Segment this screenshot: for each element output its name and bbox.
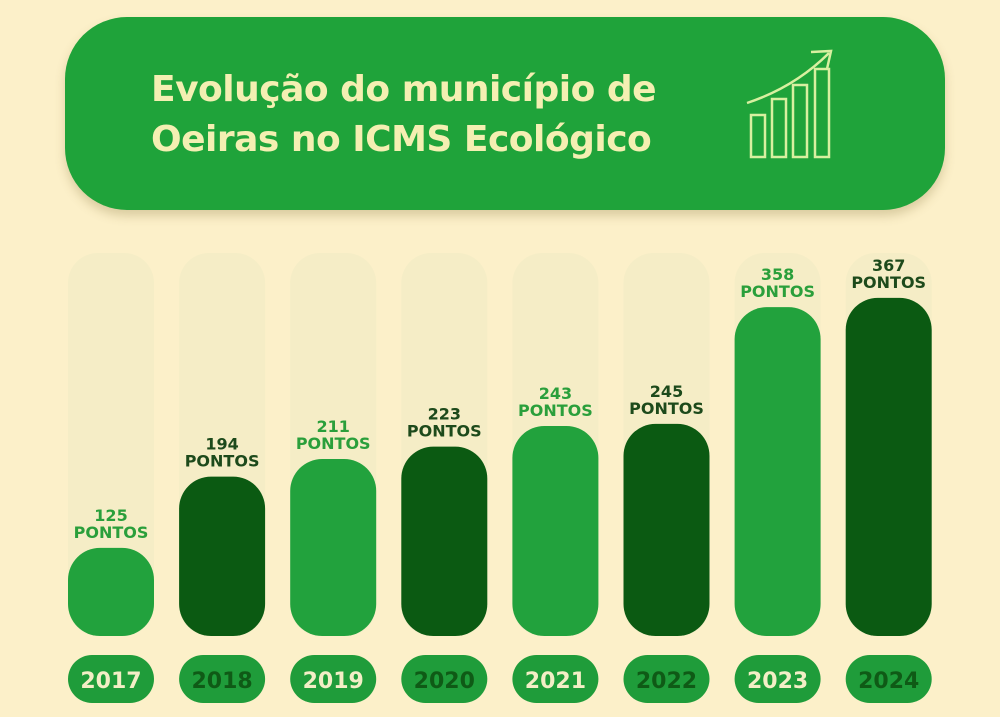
bar-track bbox=[68, 253, 154, 636]
unit-label: PONTOS bbox=[740, 282, 815, 301]
bar-2024 bbox=[845, 297, 932, 636]
title-line-2: Oeiras no ICMS Ecológico bbox=[151, 119, 652, 160]
value-label: 367 bbox=[872, 256, 905, 275]
value-label: 358 bbox=[761, 265, 794, 284]
bar-2023 bbox=[734, 307, 821, 636]
unit-label: PONTOS bbox=[296, 434, 371, 453]
growth-bar-chart-arrow-icon bbox=[746, 49, 833, 159]
bar-2018 bbox=[179, 476, 266, 636]
year-label: 2022 bbox=[636, 669, 697, 694]
year-pill bbox=[290, 655, 377, 703]
year-label: 2021 bbox=[525, 669, 586, 694]
year-pill bbox=[512, 655, 599, 703]
bar-2017 bbox=[68, 547, 154, 636]
year-label: 2018 bbox=[191, 669, 252, 694]
unit-label: PONTOS bbox=[629, 399, 704, 418]
year-label: 2020 bbox=[414, 669, 475, 694]
value-label: 245 bbox=[650, 382, 683, 401]
year-label: 2017 bbox=[80, 669, 141, 694]
value-label: 243 bbox=[539, 384, 572, 403]
value-label: 125 bbox=[94, 506, 127, 525]
chart-title: Evolução do município de Oeiras no ICMS … bbox=[151, 65, 657, 165]
bar-2022 bbox=[623, 423, 710, 636]
year-pill bbox=[623, 655, 710, 703]
unit-label: PONTOS bbox=[851, 273, 926, 292]
title-banner: Evolução do município de Oeiras no ICMS … bbox=[65, 17, 945, 210]
year-pill bbox=[845, 655, 932, 703]
value-label: 211 bbox=[316, 417, 349, 436]
value-label: 194 bbox=[205, 435, 238, 454]
unit-label: PONTOS bbox=[518, 401, 593, 420]
year-label: 2023 bbox=[747, 669, 808, 694]
bar-2020 bbox=[401, 446, 488, 636]
year-pill bbox=[68, 655, 154, 703]
bar-2021 bbox=[512, 425, 599, 636]
unit-label: PONTOS bbox=[185, 452, 260, 471]
bar-2019 bbox=[290, 459, 377, 636]
year-pill bbox=[179, 655, 266, 703]
year-label: 2019 bbox=[303, 669, 364, 694]
year-pill bbox=[401, 655, 488, 703]
year-label: 2024 bbox=[858, 669, 919, 694]
year-pill bbox=[734, 655, 821, 703]
unit-label: PONTOS bbox=[74, 523, 149, 542]
unit-label: PONTOS bbox=[407, 422, 482, 441]
value-label: 223 bbox=[428, 405, 461, 424]
title-line-1: Evolução do município de bbox=[151, 69, 657, 110]
